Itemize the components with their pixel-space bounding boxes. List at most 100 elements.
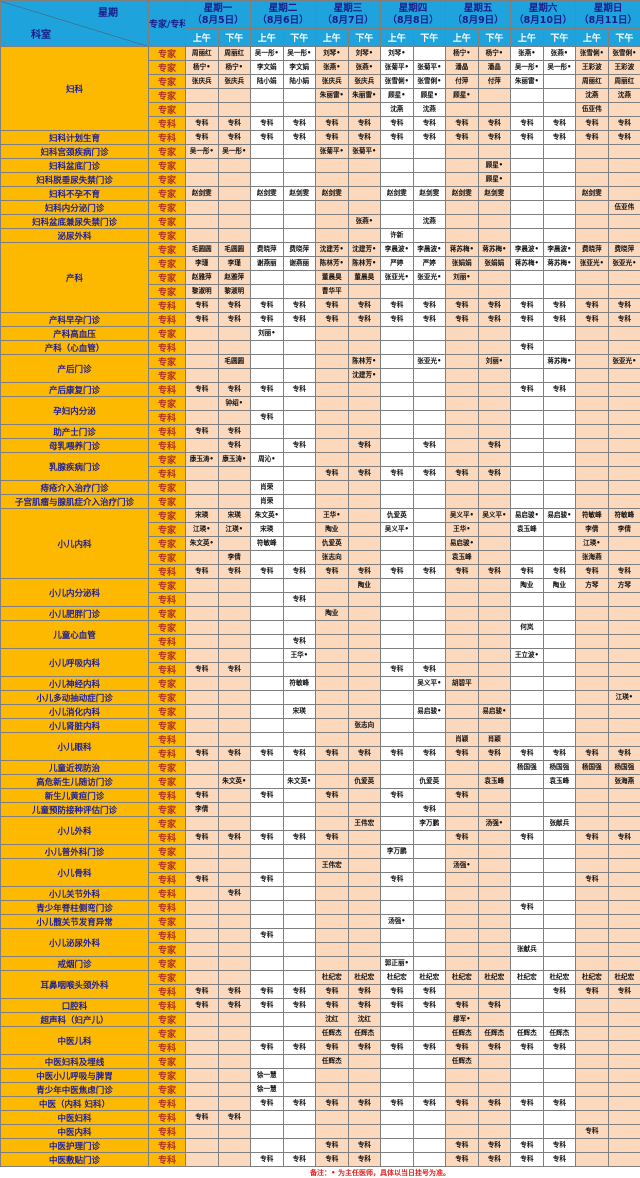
clinic-type-cell: 专家 — [149, 229, 186, 243]
schedule-cell: 杨宁• — [186, 61, 219, 75]
day-header: 星期日（8月11日） — [576, 1, 640, 29]
table-row: 小儿外科专家王伟宏李万鹏汤强•张献兵 — [1, 817, 640, 831]
schedule-cell — [543, 145, 576, 159]
schedule-cell — [381, 719, 414, 733]
schedule-cell: 专科 — [218, 383, 251, 397]
schedule-cell — [576, 411, 609, 425]
schedule-cell: 专科 — [511, 341, 544, 355]
schedule-cell — [543, 789, 576, 803]
schedule-cell: 专科 — [543, 1041, 576, 1055]
schedule-cell — [511, 663, 544, 677]
schedule-cell: 任辉杰 — [446, 1027, 479, 1041]
schedule-cell — [576, 425, 609, 439]
schedule-cell: 专科 — [348, 299, 381, 313]
schedule-cell — [446, 649, 479, 663]
schedule-cell — [543, 285, 576, 299]
schedule-cell — [511, 411, 544, 425]
clinic-type-cell: 专科 — [149, 299, 186, 313]
schedule-cell — [543, 173, 576, 187]
schedule-cell: 专科 — [381, 313, 414, 327]
schedule-cell — [446, 383, 479, 397]
schedule-cell: 杨宁• — [218, 61, 251, 75]
schedule-cell: 专科 — [446, 1041, 479, 1055]
schedule-cell: 吴义平• — [478, 509, 511, 523]
schedule-cell — [348, 383, 381, 397]
schedule-cell — [446, 845, 479, 859]
clinic-type-cell: 专科 — [149, 313, 186, 327]
department-cell: 小儿外科 — [1, 817, 149, 845]
schedule-cell — [608, 467, 640, 481]
schedule-cell — [446, 887, 479, 901]
day-header: 星期六（8月10日） — [511, 1, 576, 29]
clinic-type-cell: 专科 — [149, 999, 186, 1013]
schedule-cell — [283, 271, 316, 285]
schedule-cell — [218, 1083, 251, 1097]
schedule-cell: 专科 — [316, 985, 349, 999]
schedule-cell — [218, 103, 251, 117]
schedule-cell: 专科 — [608, 131, 640, 145]
schedule-cell — [251, 271, 284, 285]
schedule-cell — [348, 915, 381, 929]
schedule-cell — [381, 537, 414, 551]
table-row: 中医儿科专家任辉杰任辉杰任辉杰任辉杰任辉杰任辉杰 — [1, 1027, 640, 1041]
schedule-cell: 郭正丽• — [381, 957, 414, 971]
schedule-cell — [316, 873, 349, 887]
clinic-type-cell: 专科 — [149, 1041, 186, 1055]
schedule-cell — [316, 901, 349, 915]
schedule-cell — [608, 1139, 640, 1153]
schedule-cell — [413, 1013, 446, 1027]
schedule-cell: 毛圆圆 — [218, 243, 251, 257]
schedule-cell — [543, 201, 576, 215]
schedule-cell — [348, 663, 381, 677]
schedule-cell — [543, 887, 576, 901]
schedule-cell — [543, 425, 576, 439]
schedule-cell: 张燕• — [316, 61, 349, 75]
schedule-cell — [218, 1027, 251, 1041]
department-cell: 小儿骨科 — [1, 859, 149, 887]
schedule-cell — [446, 915, 479, 929]
schedule-cell — [381, 901, 414, 915]
schedule-cell: 黎淑明 — [218, 285, 251, 299]
schedule-cell — [413, 1083, 446, 1097]
schedule-cell: 杜纪宏 — [608, 971, 640, 985]
department-cell: 产科早孕门诊 — [1, 313, 149, 327]
schedule-cell — [316, 621, 349, 635]
schedule-cell — [478, 621, 511, 635]
schedule-cell — [218, 537, 251, 551]
schedule-cell — [511, 145, 544, 159]
schedule-cell — [218, 173, 251, 187]
department-cell: 妇科内分泌门诊 — [1, 201, 149, 215]
schedule-cell — [283, 957, 316, 971]
day-date: （8月11日） — [576, 15, 640, 27]
schedule-cell — [218, 579, 251, 593]
schedule-cell — [608, 271, 640, 285]
schedule-cell — [283, 201, 316, 215]
schedule-cell — [608, 173, 640, 187]
schedule-cell — [413, 831, 446, 845]
schedule-cell — [218, 761, 251, 775]
schedule-cell — [251, 593, 284, 607]
schedule-cell — [348, 397, 381, 411]
department-cell: 中医（内科 妇科） — [1, 1097, 149, 1111]
schedule-cell — [186, 327, 219, 341]
schedule-cell — [413, 425, 446, 439]
schedule-cell: 专科 — [348, 117, 381, 131]
schedule-cell — [348, 873, 381, 887]
schedule-cell: 徐一慧 — [251, 1069, 284, 1083]
schedule-cell — [511, 999, 544, 1013]
schedule-cell — [251, 1125, 284, 1139]
schedule-cell — [608, 663, 640, 677]
schedule-cell: 赵剑雯 — [186, 187, 219, 201]
schedule-cell — [316, 691, 349, 705]
clinic-type-cell: 专科 — [149, 341, 186, 355]
schedule-cell: 张娟娟 — [478, 257, 511, 271]
table-row: 小儿内分泌科专家陶业陶业陶业方琴方琴 — [1, 579, 640, 593]
schedule-cell — [381, 775, 414, 789]
schedule-cell: 杜纪宏 — [381, 971, 414, 985]
schedule-cell: 任辉杰 — [316, 1055, 349, 1069]
schedule-cell: 专科 — [511, 901, 544, 915]
schedule-cell — [381, 649, 414, 663]
schedule-cell — [478, 89, 511, 103]
schedule-cell — [413, 369, 446, 383]
schedule-cell — [543, 481, 576, 495]
